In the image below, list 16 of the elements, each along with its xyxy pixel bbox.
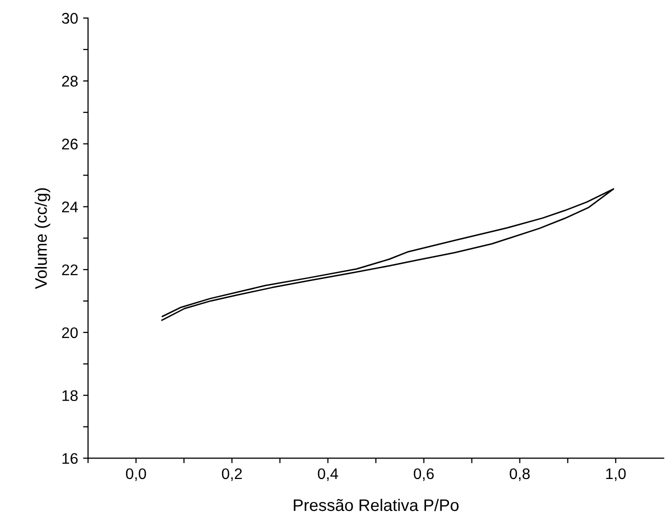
x-axis-title: Pressão Relativa P/Po [294,498,459,512]
x-tick-label: 0,2 [222,468,242,481]
x-tick-label: 0,0 [126,468,146,481]
x-tick-label: 0,4 [318,468,338,481]
y-axis-title: Volume (cc/g) [34,188,50,290]
y-tick-label: 24 [62,202,78,212]
x-tick-label: 0,6 [414,468,434,481]
y-tick-label: 26 [62,138,78,150]
y-tick-label: 28 [62,76,78,87]
y-tick-label: 22 [62,264,78,276]
y-tick-label: 20 [62,327,78,338]
x-tick-label: 1,0 [606,468,626,481]
y-tick-label: 18 [62,390,78,402]
y-tick-label: 16 [62,453,78,464]
y-tick-label: 30 [62,12,78,24]
x-tick-label: 0,8 [510,468,530,481]
